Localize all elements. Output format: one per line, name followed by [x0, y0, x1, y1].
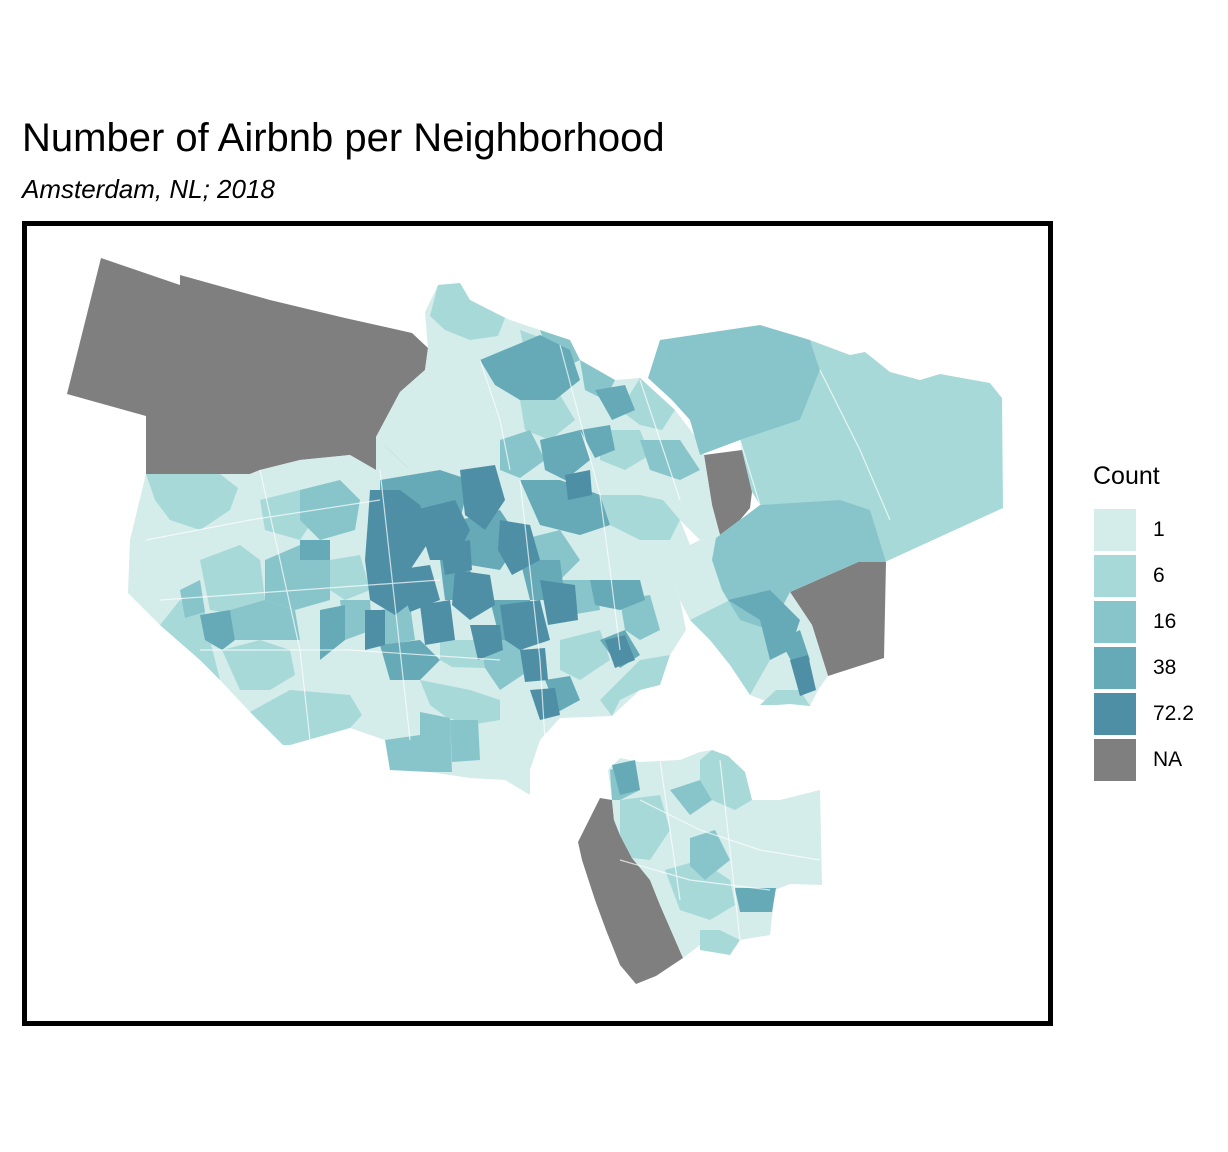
- region-5-center-l: [530, 688, 560, 720]
- legend-label: NA: [1153, 748, 1183, 771]
- region-4-m: [612, 760, 640, 795]
- legend-label: 1: [1153, 518, 1165, 541]
- region-3-e: [385, 735, 430, 772]
- region-3-j: [500, 430, 545, 478]
- region-na-3: [790, 562, 886, 676]
- region-4-e: [320, 605, 345, 660]
- region-5-center-j: [470, 625, 503, 660]
- region-3-f: [420, 712, 452, 772]
- region-3-q: [670, 780, 712, 815]
- region-5-center-f: [540, 580, 578, 625]
- region-5-center-i: [365, 610, 385, 650]
- legend-item-1: 1: [1093, 507, 1194, 553]
- region-4-n: [735, 888, 776, 912]
- region-2-v: [520, 395, 575, 440]
- region-5-center-g: [395, 565, 440, 612]
- region-5-center-o: [440, 540, 472, 575]
- legend-label: 72.2: [1153, 702, 1194, 725]
- legend-label: 16: [1153, 610, 1177, 633]
- legend-item-16: 16: [1093, 599, 1194, 645]
- region-4-i: [300, 540, 330, 560]
- region-2-n: [620, 795, 670, 860]
- region-2-r: [330, 555, 370, 600]
- region-4-j: [200, 610, 235, 650]
- map-panel: [22, 221, 1053, 1026]
- region-3-c: [230, 600, 300, 640]
- region-4-f: [380, 640, 440, 680]
- region-westpoort: [67, 258, 428, 474]
- map-title: Number of Airbnb per Neighborhood: [22, 116, 665, 160]
- legend-items: 1 6 16 38 72.2 NA: [1093, 507, 1194, 783]
- neighborhood-borders: [145, 344, 891, 941]
- region-2-f: [430, 283, 505, 340]
- region-3-b: [265, 545, 330, 610]
- region-3-k: [640, 440, 700, 480]
- region-2-t: [440, 640, 485, 668]
- region-3-u: [340, 600, 372, 640]
- region-2-k: [600, 655, 670, 716]
- region-5-center-k: [565, 470, 592, 500]
- legend-item-na: NA: [1093, 737, 1194, 783]
- region-2-o: [665, 860, 735, 920]
- region-5-center-d: [452, 570, 495, 620]
- amsterdam-choropleth-map: [67, 258, 1003, 984]
- level-2-areas: [146, 283, 1003, 955]
- legend-swatch: [1093, 508, 1137, 552]
- legend: Count 1 6 16 38 72.2 NA: [1093, 462, 1194, 783]
- region-2-e: [222, 640, 295, 690]
- region-northeast-large: [740, 340, 1003, 562]
- region-2-q: [760, 690, 810, 706]
- region-2-b: [200, 545, 265, 615]
- legend-swatch: [1093, 738, 1137, 782]
- legend-item-72-2: 72.2: [1093, 691, 1194, 737]
- region-5-center-h: [420, 600, 455, 645]
- region-2-m: [700, 750, 752, 810]
- region-4-k: [590, 580, 645, 610]
- region-5-center-b: [460, 465, 505, 530]
- region-na-2: [704, 450, 752, 535]
- region-4-h: [595, 385, 635, 420]
- region-4-p: [545, 676, 580, 712]
- legend-swatch: [1093, 646, 1137, 690]
- legend-item-38: 38: [1093, 645, 1194, 691]
- legend-title: Count: [1093, 462, 1160, 490]
- region-4-q: [580, 425, 615, 458]
- level-5-areas: [365, 465, 816, 720]
- region-2-a: [146, 474, 238, 530]
- legend-swatch: [1093, 554, 1137, 598]
- legend-label: 38: [1153, 656, 1177, 679]
- region-north-east-mid: [648, 325, 820, 455]
- region-2-d: [250, 690, 362, 745]
- region-5-center-n: [605, 635, 635, 668]
- region-3-d: [180, 580, 205, 618]
- region-2-u: [560, 630, 610, 680]
- region-na-9: [578, 798, 683, 984]
- region-5-east-m: [790, 655, 816, 696]
- legend-label: 6: [1153, 564, 1165, 587]
- region-2-l: [690, 600, 770, 695]
- region-3-a: [300, 480, 360, 540]
- region-3-g: [450, 720, 480, 762]
- region-3-s: [620, 595, 660, 640]
- region-2-p: [700, 930, 740, 955]
- map-subtitle: Amsterdam, NL; 2018: [22, 174, 275, 204]
- region-2-j: [420, 680, 500, 725]
- region-3-o: [690, 830, 730, 880]
- region-2-h: [600, 495, 680, 540]
- legend-swatch: [1093, 692, 1137, 736]
- legend-item-6: 6: [1093, 553, 1194, 599]
- region-4-g: [540, 430, 590, 480]
- region-4-noord: [480, 335, 580, 400]
- legend-swatch: [1093, 600, 1137, 644]
